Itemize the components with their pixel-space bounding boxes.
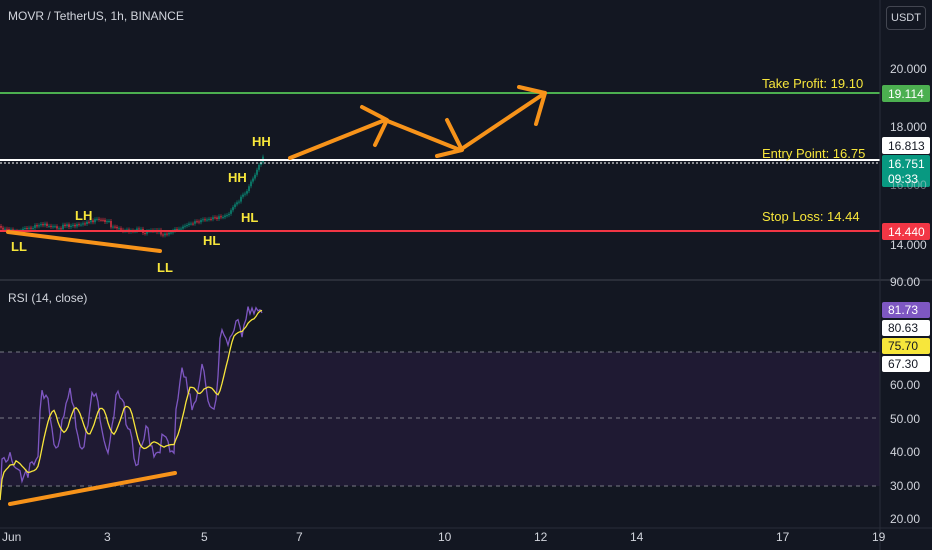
swing-label-hl-1: HL: [203, 233, 220, 248]
rsi-tick-50: 50.00: [890, 412, 920, 426]
price-pane[interactable]: [0, 0, 880, 278]
currency-button[interactable]: USDT: [886, 6, 926, 30]
rsi-value-text: 81.73: [888, 303, 918, 317]
time-label-7: 7: [296, 530, 303, 544]
time-label-10: 10: [438, 530, 452, 544]
symbol-title[interactable]: MOVR / TetherUS, 1h, BINANCE: [8, 9, 184, 23]
swing-label-ll-1: LL: [11, 239, 27, 254]
swing-label-lh: LH: [75, 208, 92, 223]
rsi-tick-60: 60.00: [890, 378, 920, 392]
time-label-12: 12: [534, 530, 548, 544]
entry-point-label: Entry Point: 16.75: [762, 146, 865, 161]
price-tick-16: 16.000: [890, 178, 927, 192]
price-tick-18: 18.000: [890, 120, 927, 134]
time-label-3: 3: [104, 530, 111, 544]
current-price-text: 16.751: [888, 157, 925, 171]
rsi-tick-40: 40.00: [890, 445, 920, 459]
take-profit-badge-text: 19.114: [888, 87, 924, 101]
swing-label-ll-2: LL: [157, 260, 173, 275]
swing-label-hh-1: HH: [228, 170, 247, 185]
price-tick-20: 20.000: [890, 62, 927, 76]
rsi-tick-20: 20.00: [890, 512, 920, 526]
time-label-17: 17: [776, 530, 790, 544]
price-tick-14: 14.000: [890, 238, 927, 252]
rsi-lower-text: 67.30: [888, 357, 918, 371]
rsi-indicator-title[interactable]: RSI (14, close): [8, 291, 87, 305]
rsi-ma-text: 80.63: [888, 321, 918, 335]
rsi-upper-text: 75.70: [888, 339, 918, 353]
time-label-19: 19: [872, 530, 886, 544]
swing-label-hl-2: HL: [241, 210, 258, 225]
take-profit-label: Take Profit: 19.10: [762, 76, 863, 91]
time-label-jun: Jun: [2, 530, 21, 544]
stop-loss-label: Stop Loss: 14.44: [762, 209, 860, 224]
time-label-14: 14: [630, 530, 644, 544]
rsi-band-fill: [0, 352, 880, 486]
rsi-tick-90: 90.00: [890, 275, 920, 289]
rsi-tick-30: 30.00: [890, 479, 920, 493]
swing-label-hh-2: HH: [252, 134, 271, 149]
entry-badge-text: 16.813: [888, 139, 925, 153]
stop-loss-badge-text: 14.440: [888, 225, 925, 239]
time-label-5: 5: [201, 530, 208, 544]
